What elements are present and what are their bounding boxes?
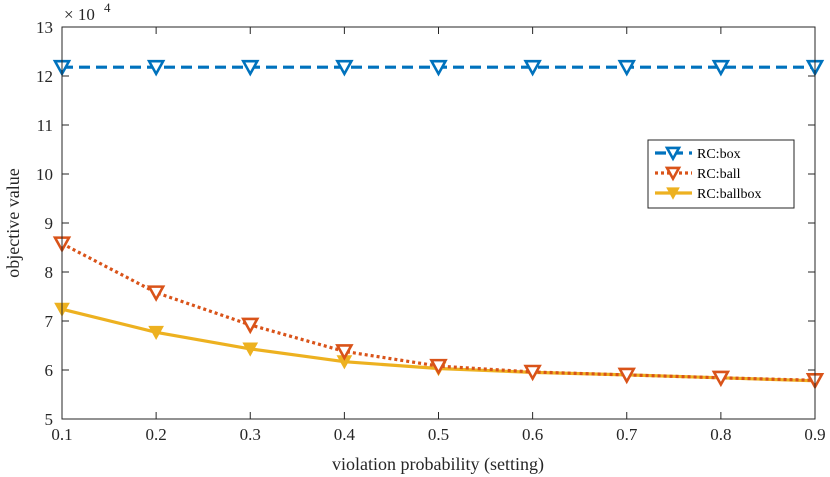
data-point-rc-box bbox=[523, 59, 542, 77]
data-point-rc-box bbox=[241, 59, 260, 77]
x-tick-label: 0.3 bbox=[240, 425, 261, 444]
legend-label-rc-ball: RC:ball bbox=[697, 167, 741, 182]
y-tick-label: 6 bbox=[45, 361, 54, 380]
legend-entry-rc-ballbox: RC:ballbox bbox=[655, 187, 762, 202]
legend-label-rc-box: RC:box bbox=[697, 147, 741, 162]
y-tick-label: 8 bbox=[45, 263, 54, 282]
legend-label-rc-ballbox: RC:ballbox bbox=[697, 187, 762, 202]
data-point-rc-box bbox=[146, 59, 166, 77]
legend-items: RC:box RC:ball RC:ballbox bbox=[655, 146, 762, 202]
ticks-layer: 0.1 0.2 0.3 0.4 0.5 0.6 0.7 0.8 0.9 5 6 7 8 9 10 11 12 13 bbox=[36, 18, 826, 444]
y-tick-label: 12 bbox=[36, 67, 53, 86]
data-point-rc-box bbox=[335, 59, 354, 77]
x-tick-label: 0.2 bbox=[146, 425, 167, 444]
legend-marker-rc-ballbox bbox=[666, 187, 680, 200]
x-axis-label: violation probability (setting) bbox=[332, 454, 544, 475]
data-point-rc-box bbox=[429, 59, 448, 77]
series-layer bbox=[52, 59, 825, 390]
y-tick-label: 10 bbox=[36, 165, 53, 184]
y-tick-label: 5 bbox=[45, 410, 54, 429]
data-point-rc-ball bbox=[617, 367, 636, 385]
series-rc-ball bbox=[52, 236, 825, 390]
data-point-rc-ball bbox=[711, 370, 731, 388]
legend-marker-rc-ball bbox=[664, 166, 682, 182]
data-point-rc-ball bbox=[335, 344, 354, 361]
y-axis-label: objective value bbox=[3, 168, 23, 277]
x-tick-label: 0.5 bbox=[428, 425, 449, 444]
data-point-rc-ball bbox=[523, 364, 542, 382]
data-point-rc-ballbox bbox=[148, 325, 164, 340]
plot-background bbox=[62, 27, 815, 419]
x-tick-label: 0.9 bbox=[804, 425, 825, 444]
series-rc-box bbox=[52, 59, 825, 77]
legend: RC:box RC:ball RC:ballbox bbox=[647, 139, 795, 209]
legend-entry-rc-ball: RC:ball bbox=[655, 166, 741, 182]
y-multiplier-exponent: 4 bbox=[104, 0, 111, 15]
y-tick-label: 13 bbox=[36, 18, 53, 37]
data-point-rc-ball bbox=[429, 358, 448, 376]
y-tick-label: 7 bbox=[45, 312, 54, 331]
y-tick-label: 11 bbox=[37, 116, 53, 135]
x-tick-label: 0.4 bbox=[334, 425, 356, 444]
data-point-rc-ball bbox=[146, 285, 166, 302]
y-multiplier-label: × 10 bbox=[64, 5, 95, 24]
data-point-rc-ballbox bbox=[242, 342, 259, 357]
legend-marker-rc-box bbox=[664, 146, 682, 162]
data-point-rc-ball bbox=[241, 317, 260, 335]
y-tick-label: 9 bbox=[45, 214, 54, 233]
data-point-rc-box bbox=[711, 59, 731, 77]
x-tick-label: 0.7 bbox=[616, 425, 638, 444]
x-tick-label: 0.8 bbox=[710, 425, 731, 444]
legend-entry-rc-box: RC:box bbox=[655, 146, 741, 162]
x-tick-label: 0.6 bbox=[522, 425, 543, 444]
data-point-rc-box bbox=[617, 59, 636, 77]
x-tick-label: 0.1 bbox=[51, 425, 72, 444]
